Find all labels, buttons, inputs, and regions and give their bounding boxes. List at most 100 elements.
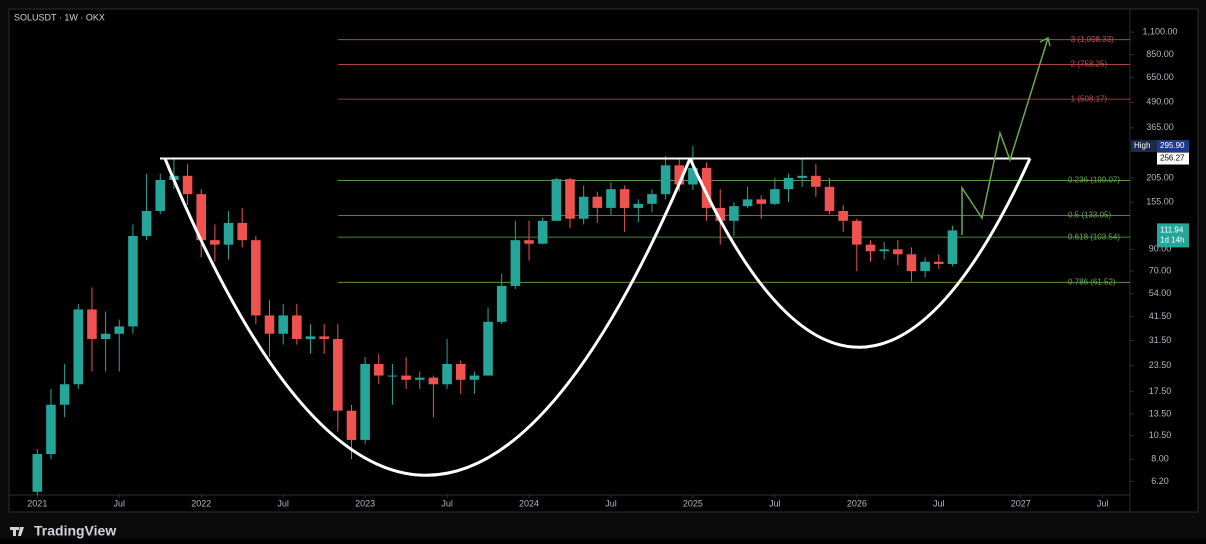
y-tick-label: 31.50 <box>1149 335 1172 345</box>
current-price-bg <box>1157 223 1189 248</box>
y-tick-label: 13.50 <box>1149 408 1172 418</box>
candle-body <box>756 199 766 204</box>
x-tick-label: 2024 <box>519 498 539 508</box>
high-badge-name: High <box>1134 141 1150 150</box>
candle-body <box>838 210 848 221</box>
candle-body <box>401 375 411 380</box>
fib-label: 0.786 (61.52) <box>1068 277 1116 286</box>
candle-body <box>920 261 930 272</box>
candle-body <box>87 309 97 340</box>
y-tick-label: 365.00 <box>1146 122 1174 132</box>
candle-body <box>934 261 944 264</box>
candle-body <box>223 222 234 245</box>
x-tick-label: Jul <box>605 498 617 508</box>
candle-body <box>647 194 657 204</box>
x-tick-label: Jul <box>441 498 453 508</box>
candle-body <box>141 210 152 236</box>
current-price-value: 111.94 <box>1160 225 1184 234</box>
candle-body <box>947 230 958 264</box>
x-tick-label: Jul <box>933 498 945 508</box>
neckline-badge-value: 256.27 <box>1160 154 1185 163</box>
candle-body <box>824 186 835 211</box>
x-tick-label: 2023 <box>355 498 375 508</box>
brand: TradingView <box>34 523 116 539</box>
candle-body <box>442 363 452 385</box>
candle-body <box>237 222 247 241</box>
candle-body <box>387 375 398 377</box>
cup-right <box>688 157 1032 349</box>
fib-label: 0.618 (103.54) <box>1068 232 1120 241</box>
x-tick-label: Jul <box>114 498 126 508</box>
y-tick-label: 10.50 <box>1149 430 1172 440</box>
x-tick-label: Jul <box>1097 498 1109 508</box>
x-tick-label: Jul <box>769 498 781 508</box>
candle-body <box>469 375 480 380</box>
y-tick-label: 23.50 <box>1149 360 1172 370</box>
candle-body <box>592 196 603 208</box>
y-tick-label: 54.00 <box>1149 288 1172 298</box>
candle-body <box>674 165 685 185</box>
y-tick-label: 205.00 <box>1146 172 1174 182</box>
candle-body <box>578 196 589 219</box>
fib-label: -3 (1,008.33) <box>1068 35 1114 44</box>
candle-body <box>46 404 56 455</box>
brand-logo <box>10 527 24 536</box>
candle-body <box>496 285 507 322</box>
candle-body <box>811 175 821 187</box>
candle-body <box>264 315 275 334</box>
high-badge-value: 295.90 <box>1160 141 1185 150</box>
fib-label: -2 (758.25) <box>1068 60 1107 69</box>
plot-frame <box>8 8 1199 513</box>
candle-body <box>565 179 575 219</box>
candle-body <box>660 165 671 195</box>
candle-body <box>701 167 712 208</box>
candle-body <box>346 410 357 440</box>
candle-body <box>906 254 917 272</box>
candle-body <box>524 240 534 244</box>
y-tick-label: 1,100.00 <box>1142 27 1177 37</box>
neckline-badge-bg <box>1157 152 1189 165</box>
x-tick-label: 2022 <box>191 498 211 508</box>
candle-body <box>879 249 889 252</box>
candle-body <box>483 321 493 376</box>
candle-body <box>428 377 439 385</box>
candle-body <box>128 235 138 327</box>
candle-body <box>182 175 193 195</box>
current-price-countdown: 1d 14h <box>1160 235 1184 244</box>
candle-body <box>729 206 739 221</box>
candle-body <box>292 315 302 340</box>
fib-label: -1 (508.17) <box>1068 94 1107 103</box>
candle-body <box>455 363 466 380</box>
high-badge-name-bg <box>1131 140 1157 153</box>
y-tick-label: 90.00 <box>1149 244 1172 254</box>
y-tick-label: 490.00 <box>1146 97 1174 107</box>
candle-body <box>100 333 111 340</box>
x-tick-label: 2021 <box>27 498 47 508</box>
y-tick-label: 6.20 <box>1151 476 1169 486</box>
projection-arrow <box>961 36 1051 235</box>
high-badge-bg <box>1157 140 1189 153</box>
candle-body <box>510 240 521 286</box>
candle-body <box>797 175 807 178</box>
candle-body <box>893 249 903 255</box>
y-tick-label: 70.00 <box>1149 265 1172 275</box>
candle-body <box>278 315 288 334</box>
candle-body <box>770 189 780 204</box>
x-tick-label: 2027 <box>1011 498 1031 508</box>
candle-body <box>783 177 794 190</box>
fib-label: 0.5 (133.05) <box>1068 211 1111 220</box>
candle-body <box>852 220 862 245</box>
candle-body <box>251 240 261 316</box>
candle-body <box>865 244 876 252</box>
y-tick-label: 850.00 <box>1146 49 1174 59</box>
candle-body <box>360 363 370 440</box>
candle-body <box>32 454 43 492</box>
fib-label: 0.236 (199.07) <box>1068 176 1120 185</box>
y-tick-label: 650.00 <box>1146 72 1174 82</box>
candle-body <box>196 194 206 241</box>
candle-body <box>619 189 630 208</box>
candle-body <box>333 339 343 411</box>
symbol-title: SOLUSDT · 1W · OKX <box>14 12 105 22</box>
candle-body <box>606 189 616 208</box>
